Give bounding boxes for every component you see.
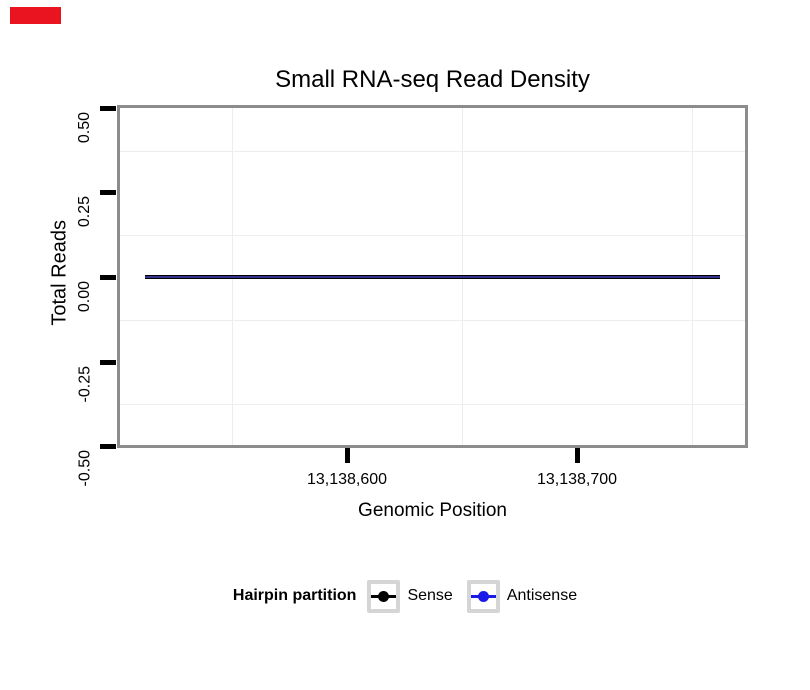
legend-label-antisense: Antisense: [506, 587, 578, 604]
legend-key-sense: [367, 579, 401, 613]
y-tick-mark: [100, 190, 116, 195]
x-tick-label: 13,138,700: [536, 471, 618, 488]
series-line-antisense: [145, 276, 720, 278]
legend-point-icon: [378, 590, 390, 602]
y-tick-mark: [100, 275, 116, 280]
y-tick-label: 0.00: [76, 281, 93, 313]
y-tick-label: -0.25: [76, 366, 93, 403]
plot-panel: [117, 105, 748, 448]
y-axis-title: Total Reads: [49, 220, 71, 326]
y-tick-mark: [100, 106, 116, 111]
red-marker-rectangle: [10, 7, 61, 24]
x-tick-mark: [345, 448, 350, 463]
gridline-minor-h: [120, 235, 745, 236]
x-tick-label: 13,138,600: [306, 471, 388, 488]
y-tick-label: -0.50: [76, 450, 93, 487]
legend: Hairpin partition Sense Antisense: [0, 579, 810, 613]
y-tick-label: 0.50: [76, 112, 93, 144]
gridline-minor-h: [120, 151, 745, 152]
x-axis-title: Genomic Position: [358, 500, 507, 521]
gridline-minor-h: [120, 320, 745, 321]
legend-key-antisense: [466, 579, 500, 613]
plot-title: Small RNA-seq Read Density: [275, 66, 590, 93]
legend-label-sense: Sense: [407, 587, 453, 604]
y-tick-label: 0.25: [76, 196, 93, 228]
gridline-minor-h: [120, 404, 745, 405]
x-tick-mark: [575, 448, 580, 463]
legend-point-icon: [477, 590, 489, 602]
legend-title: Hairpin partition: [232, 587, 357, 604]
y-tick-mark: [100, 360, 116, 365]
y-tick-mark: [100, 444, 116, 449]
